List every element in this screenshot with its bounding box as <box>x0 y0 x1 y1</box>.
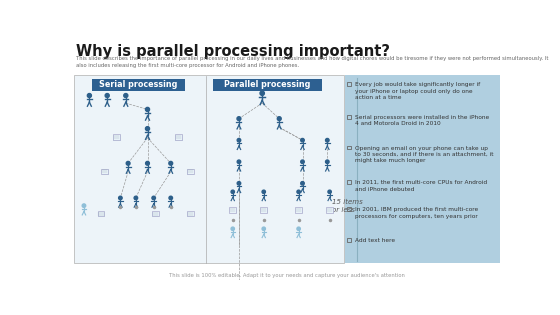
Circle shape <box>169 161 172 165</box>
Circle shape <box>262 190 265 193</box>
Circle shape <box>146 127 150 131</box>
Text: Opening an email on your phone can take up
to 30 seconds, and if there is an att: Opening an email on your phone can take … <box>355 146 494 163</box>
FancyBboxPatch shape <box>113 135 121 140</box>
Text: Serial processing: Serial processing <box>99 80 178 89</box>
Circle shape <box>297 190 300 193</box>
Circle shape <box>237 139 241 142</box>
FancyBboxPatch shape <box>113 134 120 140</box>
Circle shape <box>301 139 304 142</box>
FancyBboxPatch shape <box>102 169 109 175</box>
Circle shape <box>146 161 150 165</box>
Text: This slide describes the importance of parallel processing in our daily lives an: This slide describes the importance of p… <box>76 56 549 68</box>
FancyBboxPatch shape <box>260 207 267 213</box>
FancyBboxPatch shape <box>326 207 333 213</box>
Circle shape <box>126 161 130 165</box>
FancyBboxPatch shape <box>97 211 105 216</box>
Circle shape <box>152 196 156 200</box>
Text: This slide is 100% editable. Adapt it to your needs and capture your audience's : This slide is 100% editable. Adapt it to… <box>169 273 405 278</box>
Circle shape <box>82 204 86 207</box>
Bar <box>347 83 351 86</box>
FancyBboxPatch shape <box>295 207 302 213</box>
Circle shape <box>169 196 172 200</box>
FancyBboxPatch shape <box>213 79 322 91</box>
Circle shape <box>237 160 241 163</box>
FancyBboxPatch shape <box>152 211 158 216</box>
Text: Serial processors were installed in the iPhone
4 and Motorola Droid in 2010: Serial processors were installed in the … <box>355 115 489 126</box>
Circle shape <box>260 91 264 95</box>
Circle shape <box>325 139 329 142</box>
Circle shape <box>297 227 300 231</box>
Text: In 2011, the first multi-core CPUs for Android
and iPhone debuted: In 2011, the first multi-core CPUs for A… <box>355 180 487 192</box>
Circle shape <box>134 196 138 200</box>
Text: Parallel processing: Parallel processing <box>225 80 311 89</box>
Bar <box>347 180 351 184</box>
FancyBboxPatch shape <box>74 75 344 263</box>
Bar <box>347 238 351 242</box>
FancyBboxPatch shape <box>98 212 105 217</box>
FancyBboxPatch shape <box>326 208 334 213</box>
Circle shape <box>301 181 304 185</box>
Bar <box>347 115 351 119</box>
Circle shape <box>231 190 235 193</box>
FancyBboxPatch shape <box>186 169 194 174</box>
FancyBboxPatch shape <box>230 208 237 213</box>
FancyBboxPatch shape <box>187 212 194 217</box>
FancyBboxPatch shape <box>229 207 236 213</box>
FancyBboxPatch shape <box>186 211 194 216</box>
Circle shape <box>301 160 304 163</box>
Bar <box>347 146 351 149</box>
Text: Add text here: Add text here <box>355 238 395 243</box>
Circle shape <box>105 94 109 98</box>
FancyBboxPatch shape <box>152 212 159 217</box>
Circle shape <box>124 94 128 98</box>
Circle shape <box>146 107 150 112</box>
Text: In 2001, IBM produced the first multi-core
processors for computers, ten years p: In 2001, IBM produced the first multi-co… <box>355 207 478 219</box>
Circle shape <box>277 117 281 121</box>
FancyBboxPatch shape <box>175 135 183 140</box>
Circle shape <box>237 117 241 121</box>
Circle shape <box>262 227 265 231</box>
FancyBboxPatch shape <box>296 208 303 213</box>
Circle shape <box>328 190 332 193</box>
Text: Why is parallel processing important?: Why is parallel processing important? <box>76 44 390 59</box>
FancyBboxPatch shape <box>175 134 183 140</box>
Circle shape <box>237 181 241 185</box>
Circle shape <box>231 227 235 231</box>
FancyBboxPatch shape <box>187 169 194 175</box>
Bar <box>347 207 351 211</box>
Circle shape <box>119 196 122 200</box>
FancyBboxPatch shape <box>261 208 268 213</box>
FancyBboxPatch shape <box>92 79 185 91</box>
Text: 15 items
or less: 15 items or less <box>332 199 363 213</box>
Text: Every job would take significantly longer if
your iPhone or laptop could only do: Every job would take significantly longe… <box>355 83 480 100</box>
FancyBboxPatch shape <box>345 75 500 263</box>
FancyBboxPatch shape <box>101 169 109 174</box>
Circle shape <box>325 160 329 163</box>
Circle shape <box>87 94 91 98</box>
